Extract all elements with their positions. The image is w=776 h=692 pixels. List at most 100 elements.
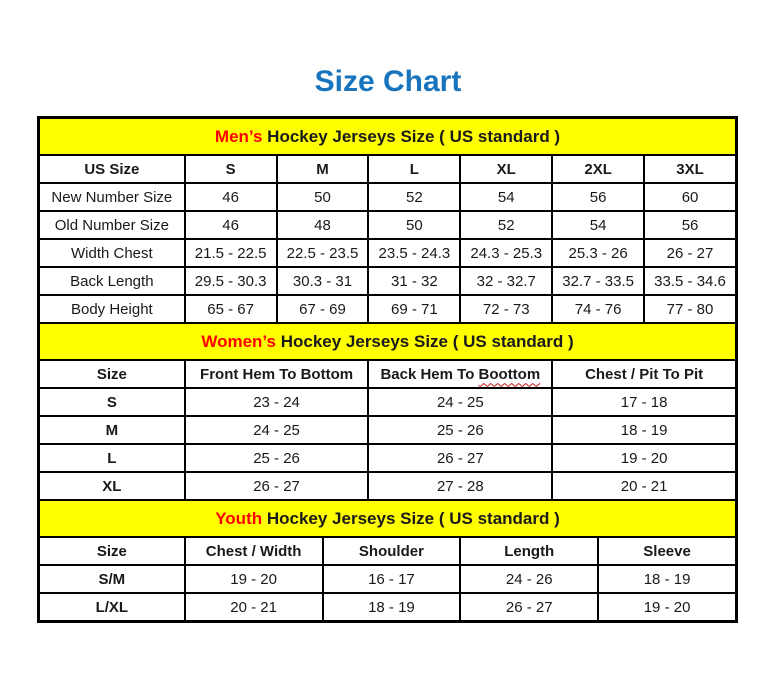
cell: 29.5 - 30.3 bbox=[183, 266, 278, 296]
mens-row-old-number-size: Old Number Size 46 48 50 52 54 56 bbox=[38, 210, 737, 240]
cell: 21.5 - 22.5 bbox=[183, 238, 278, 268]
row-label: S/M bbox=[38, 564, 186, 594]
cell: 30.3 - 31 bbox=[275, 266, 370, 296]
row-label: Old Number Size bbox=[38, 210, 186, 240]
size-chart-container: Men’s Hockey Jerseys Size ( US standard … bbox=[37, 116, 738, 623]
cell: 56 bbox=[551, 182, 646, 212]
womens-size-table: Women’s Hockey Jerseys Size ( US standar… bbox=[38, 322, 737, 501]
cell: 24 - 25 bbox=[367, 387, 554, 417]
cell: 18 - 19 bbox=[597, 564, 737, 594]
womens-section-band: Women’s Hockey Jerseys Size ( US standar… bbox=[38, 322, 737, 361]
mens-row-body-height: Body Height 65 - 67 67 - 69 69 - 71 72 -… bbox=[38, 294, 737, 324]
cell: 25.3 - 26 bbox=[551, 238, 646, 268]
page-title: Size Chart bbox=[314, 65, 462, 98]
cell: 25 - 26 bbox=[183, 443, 370, 473]
cell: 22.5 - 23.5 bbox=[275, 238, 370, 268]
cell: 18 - 19 bbox=[321, 592, 462, 622]
cell: 48 bbox=[275, 210, 370, 240]
mens-col-header-2xl: 2XL bbox=[551, 154, 646, 184]
womens-col-header-chest: Chest / Pit To Pit bbox=[551, 359, 737, 389]
cell: 24 - 26 bbox=[459, 564, 600, 594]
mens-section-title-highlight: Men’s bbox=[214, 126, 263, 146]
cell: 20 - 21 bbox=[183, 592, 324, 622]
cell: 69 - 71 bbox=[367, 294, 462, 324]
cell: 72 - 73 bbox=[459, 294, 554, 324]
youth-section-title: Youth Hockey Jerseys Size ( US standard … bbox=[38, 499, 737, 538]
cell: 50 bbox=[367, 210, 462, 240]
cell: 26 - 27 bbox=[367, 443, 554, 473]
cell: 19 - 20 bbox=[551, 443, 737, 473]
cell: 31 - 32 bbox=[367, 266, 462, 296]
row-label: XL bbox=[38, 471, 186, 501]
cell: 26 - 27 bbox=[183, 471, 370, 501]
cell: 32.7 - 33.5 bbox=[551, 266, 646, 296]
cell: 54 bbox=[551, 210, 646, 240]
cell: 46 bbox=[183, 182, 278, 212]
youth-header-row: Size Chest / Width Shoulder Length Sleev… bbox=[38, 536, 737, 566]
cell: 26 - 27 bbox=[459, 592, 600, 622]
mens-header-row: US Size S M L XL 2XL 3XL bbox=[38, 154, 737, 184]
mens-col-header-3xl: 3XL bbox=[643, 154, 737, 184]
cell: 18 - 19 bbox=[551, 415, 737, 445]
youth-section-band: Youth Hockey Jerseys Size ( US standard … bbox=[38, 499, 737, 538]
row-label: New Number Size bbox=[38, 182, 186, 212]
cell: 32 - 32.7 bbox=[459, 266, 554, 296]
youth-col-header-size: Size bbox=[38, 536, 186, 566]
row-label: L bbox=[38, 443, 186, 473]
womens-row-m: M 24 - 25 25 - 26 18 - 19 bbox=[38, 415, 737, 445]
womens-section-title-highlight: Women’s bbox=[201, 331, 276, 351]
youth-col-header-chest-width: Chest / Width bbox=[183, 536, 324, 566]
cell: 23.5 - 24.3 bbox=[367, 238, 462, 268]
womens-section-title-rest: Hockey Jerseys Size ( US standard ) bbox=[275, 331, 574, 351]
mens-size-table: Men’s Hockey Jerseys Size ( US standard … bbox=[38, 117, 737, 324]
cell: 19 - 20 bbox=[597, 592, 737, 622]
youth-col-header-length: Length bbox=[459, 536, 600, 566]
cell: 65 - 67 bbox=[183, 294, 278, 324]
mens-col-header-s: S bbox=[183, 154, 278, 184]
cell: 24 - 25 bbox=[183, 415, 370, 445]
cell: 16 - 17 bbox=[321, 564, 462, 594]
back-hem-misspelled-word: Boottom bbox=[478, 365, 541, 383]
youth-col-header-sleeve: Sleeve bbox=[597, 536, 737, 566]
youth-col-header-shoulder: Shoulder bbox=[321, 536, 462, 566]
cell: 25 - 26 bbox=[367, 415, 554, 445]
cell: 33.5 - 34.6 bbox=[643, 266, 737, 296]
cell: 52 bbox=[459, 210, 554, 240]
cell: 77 - 80 bbox=[643, 294, 737, 324]
mens-col-header-us-size: US Size bbox=[38, 154, 186, 184]
row-label: L/XL bbox=[38, 592, 186, 622]
cell: 26 - 27 bbox=[643, 238, 737, 268]
cell: 67 - 69 bbox=[275, 294, 370, 324]
row-label: S bbox=[38, 387, 186, 417]
mens-section-band: Men’s Hockey Jerseys Size ( US standard … bbox=[38, 117, 737, 156]
cell: 19 - 20 bbox=[183, 564, 324, 594]
mens-col-header-xl: XL bbox=[459, 154, 554, 184]
row-label: M bbox=[38, 415, 186, 445]
mens-row-back-length: Back Length 29.5 - 30.3 30.3 - 31 31 - 3… bbox=[38, 266, 737, 296]
cell: 23 - 24 bbox=[183, 387, 370, 417]
cell: 17 - 18 bbox=[551, 387, 737, 417]
mens-section-title: Men’s Hockey Jerseys Size ( US standard … bbox=[38, 117, 737, 156]
womens-col-header-size: Size bbox=[38, 359, 186, 389]
cell: 56 bbox=[643, 210, 737, 240]
youth-row-sm: S/M 19 - 20 16 - 17 24 - 26 18 - 19 bbox=[38, 564, 737, 594]
cell: 52 bbox=[367, 182, 462, 212]
cell: 20 - 21 bbox=[551, 471, 737, 501]
back-hem-prefix: Back Hem To bbox=[380, 365, 479, 383]
youth-row-lxl: L/XL 20 - 21 18 - 19 26 - 27 19 - 20 bbox=[38, 592, 737, 622]
youth-section-title-rest: Hockey Jerseys Size ( US standard ) bbox=[262, 508, 560, 528]
mens-row-width-chest: Width Chest 21.5 - 22.5 22.5 - 23.5 23.5… bbox=[38, 238, 737, 268]
youth-section-title-highlight: Youth bbox=[215, 508, 263, 528]
womens-row-l: L 25 - 26 26 - 27 19 - 20 bbox=[38, 443, 737, 473]
womens-col-header-back-hem: Back Hem To Boottom bbox=[367, 359, 554, 389]
mens-section-title-rest: Hockey Jerseys Size ( US standard ) bbox=[262, 126, 561, 146]
row-label: Back Length bbox=[38, 266, 186, 296]
cell: 60 bbox=[643, 182, 737, 212]
row-label: Body Height bbox=[38, 294, 186, 324]
cell: 50 bbox=[275, 182, 370, 212]
cell: 74 - 76 bbox=[551, 294, 646, 324]
womens-row-xl: XL 26 - 27 27 - 28 20 - 21 bbox=[38, 471, 737, 501]
youth-size-table: Youth Hockey Jerseys Size ( US standard … bbox=[38, 499, 737, 622]
mens-col-header-l: L bbox=[367, 154, 462, 184]
